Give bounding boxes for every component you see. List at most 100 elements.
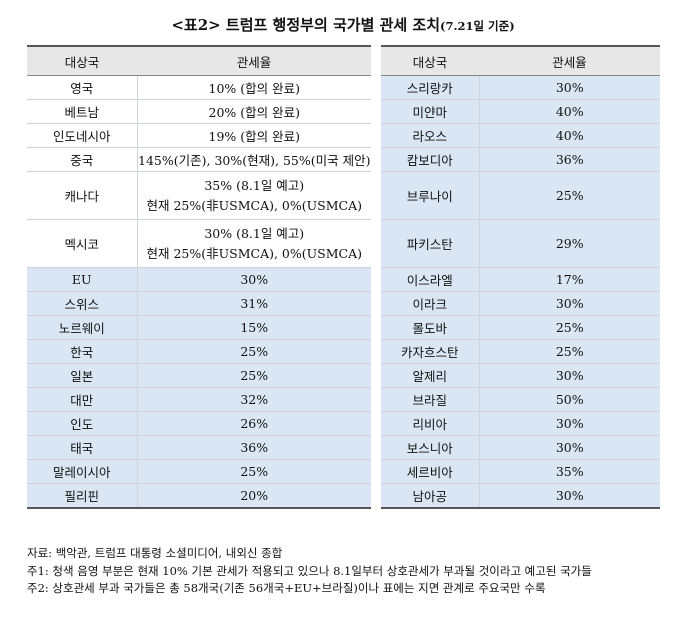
rate-cell: 30%	[137, 267, 371, 292]
table-title: <표2> 트럼프 행정부의 국가별 관세 조치(7.21일 기준)	[0, 14, 686, 35]
rate-cell: 10% (합의 완료)	[137, 75, 371, 100]
table-row: 이라크 30%	[381, 291, 660, 316]
note-1: 주1: 청색 음영 부분은 현재 10% 기본 관세가 적용되고 있으나 8.1…	[27, 563, 592, 578]
rate-cell: 40%	[479, 99, 660, 124]
right-table-body: 스리랑카 30% 미얀마 40% 라오스 40% 캄보디아 36% 브루나이 25% 파키스탄 29%…	[381, 75, 660, 509]
table-row: 파키스탄 29%	[381, 219, 660, 268]
table-row: 영국 10% (합의 완료)	[27, 75, 371, 100]
table-row: 대만 32%	[27, 387, 371, 412]
country-cell: 브루나이	[381, 171, 480, 220]
table-row: 스위스 31%	[27, 291, 371, 316]
note-2: 주2: 상호관세 부과 국가들은 총 58개국(기존 56개국+EU+브라질)이…	[27, 581, 546, 595]
country-cell: 일본	[27, 363, 138, 388]
header-country: 대상국	[27, 45, 137, 76]
table-title-main: <표2> 트럼프 행정부의 국가별 관세 조치	[171, 16, 441, 34]
table-row: 라오스 40%	[381, 123, 660, 148]
rate-cell: 29%	[479, 219, 660, 268]
country-cell: EU	[27, 267, 138, 292]
table-row: 멕시코 30% (8.1일 예고) 현재 25%(非USMCA), 0%(USMCA…	[27, 219, 371, 268]
rate-cell: 25%	[137, 459, 371, 484]
country-cell: 인도	[27, 411, 138, 436]
table-row: 필리핀 20%	[27, 483, 371, 509]
table-row: 인도 26%	[27, 411, 371, 436]
rate-cell: 25%	[137, 339, 371, 364]
country-cell: 남아공	[381, 483, 480, 509]
table-row: 캐나다 35% (8.1일 예고) 현재 25%(非USMCA), 0%(USMCA…	[27, 171, 371, 220]
table-row: 베트남 20% (합의 완료)	[27, 99, 371, 124]
country-cell: 파키스탄	[381, 219, 480, 268]
rate-cell: 30%	[479, 411, 660, 436]
country-cell: 스리랑카	[381, 75, 480, 100]
rate-cell: 36%	[479, 147, 660, 172]
country-cell: 세르비아	[381, 459, 480, 484]
left-tariff-table: 대상국 관세율 영국 10% (합의 완료) 베트남 20% (합의 완료) 인도네시아…	[27, 45, 371, 509]
country-cell: 영국	[27, 75, 138, 100]
rate-cell: 17%	[479, 267, 660, 292]
country-cell: 미얀마	[381, 99, 480, 124]
country-cell: 중국	[27, 147, 138, 172]
rate-cell: 30%	[479, 291, 660, 316]
rate-cell: 30%	[479, 363, 660, 388]
left-table-body: 영국 10% (합의 완료) 베트남 20% (합의 완료) 인도네시아 19% (합의 …	[27, 75, 371, 509]
rate-cell: 50%	[479, 387, 660, 412]
country-cell: 말레이시아	[27, 459, 138, 484]
table-row: 이스라엘 17%	[381, 267, 660, 292]
country-cell: 대만	[27, 387, 138, 412]
rate-line-2: 현재 25%(非USMCA), 0%(USMCA)	[146, 197, 363, 213]
country-cell: 한국	[27, 339, 138, 364]
table-row: 남아공 30%	[381, 483, 660, 509]
table-row: 리비아 30%	[381, 411, 660, 436]
country-cell: 노르웨이	[27, 315, 138, 340]
table-row: 카자흐스탄 25%	[381, 339, 660, 364]
country-cell: 이라크	[381, 291, 480, 316]
rate-cell: 35% (8.1일 예고) 현재 25%(非USMCA), 0%(USMCA)	[137, 171, 371, 220]
country-cell: 스위스	[27, 291, 138, 316]
table-title-date: (7.21일 기준)	[440, 19, 515, 33]
table-row: 인도네시아 19% (합의 완료)	[27, 123, 371, 148]
rate-cell: 32%	[137, 387, 371, 412]
rate-cell: 15%	[137, 315, 371, 340]
table-row: 보스니아 30%	[381, 435, 660, 460]
table-row: 미얀마 40%	[381, 99, 660, 124]
country-cell: 알제리	[381, 363, 480, 388]
country-cell: 보스니아	[381, 435, 480, 460]
rate-cell: 30%	[479, 435, 660, 460]
table-row: 브루나이 25%	[381, 171, 660, 220]
header-rate: 관세율	[137, 45, 371, 76]
rate-cell: 30%	[479, 75, 660, 100]
rate-cell: 30%	[479, 483, 660, 509]
header-rate-right: 관세율	[479, 45, 660, 76]
table-row: 말레이시아 25%	[27, 459, 371, 484]
country-cell: 캄보디아	[381, 147, 480, 172]
rate-cell: 25%	[137, 363, 371, 388]
rate-cell: 145%(기존), 30%(현재), 55%(미국 제안)	[137, 147, 371, 172]
rate-cell: 31%	[137, 291, 371, 316]
rate-line-1: 30% (8.1일 예고)	[204, 225, 305, 241]
table-row: 캄보디아 36%	[381, 147, 660, 172]
table-divider	[374, 45, 377, 542]
country-cell: 리비아	[381, 411, 480, 436]
rate-line-1: 35% (8.1일 예고)	[204, 177, 305, 193]
footnotes: 자료: 백악관, 트럼프 대통령 소셜미디어, 내외신 종합 주1: 청색 음영…	[27, 545, 592, 598]
table-row: 한국 25%	[27, 339, 371, 364]
rate-cell: 26%	[137, 411, 371, 436]
table-row: 태국 36%	[27, 435, 371, 460]
country-cell: 인도네시아	[27, 123, 138, 148]
table-row: 일본 25%	[27, 363, 371, 388]
table-row: EU 30%	[27, 267, 371, 292]
country-cell: 몰도바	[381, 315, 480, 340]
country-cell: 태국	[27, 435, 138, 460]
rate-cell: 36%	[137, 435, 371, 460]
rate-cell: 19% (합의 완료)	[137, 123, 371, 148]
header-country-right: 대상국	[381, 45, 479, 76]
table-row: 몰도바 25%	[381, 315, 660, 340]
rate-cell: 35%	[479, 459, 660, 484]
country-cell: 라오스	[381, 123, 480, 148]
rate-cell: 20% (합의 완료)	[137, 99, 371, 124]
table-row: 스리랑카 30%	[381, 75, 660, 100]
rate-cell: 20%	[137, 483, 371, 509]
country-cell: 이스라엘	[381, 267, 480, 292]
right-tariff-table: 대상국 관세율 스리랑카 30% 미얀마 40% 라오스 40% 캄보디아 36% 브루나이 25…	[381, 45, 660, 509]
rate-cell: 25%	[479, 339, 660, 364]
table-row: 알제리 30%	[381, 363, 660, 388]
